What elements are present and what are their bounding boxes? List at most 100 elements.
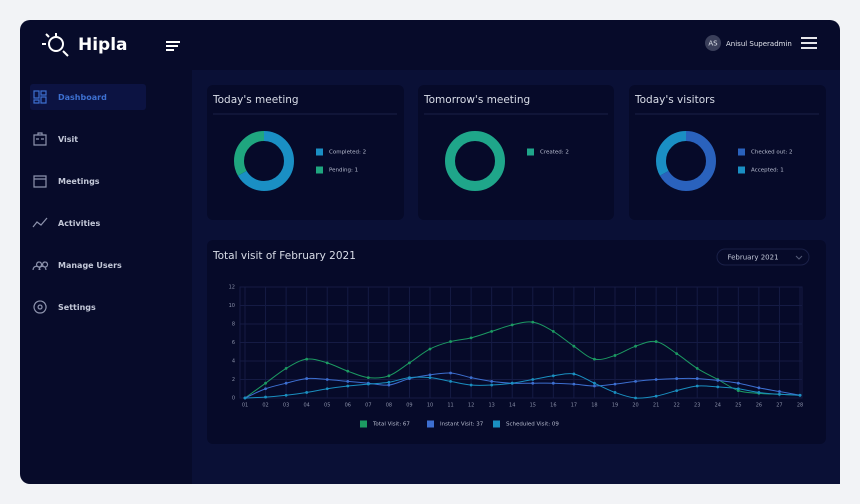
point	[654, 340, 658, 343]
active-nav-bg	[30, 84, 146, 110]
point	[572, 344, 576, 348]
legend-label: Checked out: 2	[751, 150, 792, 156]
nav-item[interactable]: Meetings	[58, 177, 100, 186]
y-tick-label: 12	[229, 285, 235, 291]
point	[243, 396, 247, 400]
donut-segment	[656, 131, 716, 191]
point	[531, 381, 535, 385]
point	[346, 379, 350, 383]
series-line	[244, 372, 801, 399]
nav-item[interactable]: Manage Users	[58, 261, 122, 270]
legend-swatch	[527, 148, 534, 156]
point	[510, 323, 514, 327]
legend-label: Completed: 2	[329, 150, 366, 156]
point	[531, 320, 535, 324]
point	[675, 377, 679, 380]
x-tick-label: 03	[283, 403, 289, 409]
point	[654, 378, 658, 381]
month-dropdown[interactable]	[716, 248, 810, 266]
point	[284, 381, 288, 385]
card-title: Tomorrow's meeting	[423, 94, 530, 106]
series-line	[244, 321, 801, 399]
nav-item[interactable]: Settings	[58, 303, 96, 312]
point	[510, 381, 514, 385]
point	[613, 391, 617, 394]
point	[469, 376, 473, 380]
legend-label: Total Visit: 67	[372, 422, 410, 428]
point	[264, 381, 267, 385]
point	[284, 367, 288, 370]
legend-label: Created: 2	[540, 150, 569, 156]
user-name[interactable]: Anisul Superadmin	[726, 40, 792, 48]
point	[428, 347, 432, 351]
legend-swatch	[738, 166, 745, 174]
point	[551, 330, 555, 333]
x-tick-label: 25	[735, 403, 741, 409]
x-tick-label: 08	[386, 403, 392, 409]
x-tick-label: 04	[303, 403, 309, 409]
point	[408, 376, 411, 380]
legend-swatch	[427, 420, 434, 428]
point	[387, 380, 391, 384]
point	[264, 387, 267, 391]
point	[305, 391, 309, 394]
series-line	[244, 373, 801, 399]
point	[387, 383, 391, 387]
x-tick-label: 11	[447, 403, 453, 409]
nav-icon	[33, 90, 47, 104]
x-tick-label: 15	[530, 403, 536, 409]
point	[613, 382, 617, 386]
point	[634, 344, 637, 348]
point	[736, 381, 740, 385]
nav-icon	[33, 300, 47, 314]
point	[593, 357, 596, 361]
avatar-initials: AS	[708, 40, 718, 48]
point	[305, 357, 309, 361]
logo-icon	[42, 33, 69, 57]
x-tick-label: 27	[776, 403, 782, 409]
point	[490, 383, 494, 387]
point	[346, 369, 350, 373]
legend-label: Instant Visit: 37	[440, 422, 484, 428]
legend-label: Scheduled Visit: 09	[506, 422, 559, 428]
x-tick-label: 14	[509, 403, 515, 409]
nav-item[interactable]: Dashboard	[58, 93, 107, 102]
x-tick-label: 10	[427, 403, 433, 409]
nav-item[interactable]: Activities	[58, 219, 100, 228]
point	[798, 393, 802, 397]
point	[736, 387, 740, 391]
point	[613, 354, 617, 357]
x-tick-label: 06	[345, 403, 351, 409]
legend-swatch	[316, 166, 323, 174]
nav-icon	[33, 132, 47, 146]
legend-swatch	[360, 420, 367, 428]
x-tick-label: 18	[591, 403, 597, 409]
point	[408, 361, 411, 365]
point	[654, 394, 658, 398]
x-tick-label: 13	[488, 403, 494, 409]
point	[572, 372, 576, 376]
point	[449, 371, 452, 375]
point	[593, 381, 596, 385]
card-title: Today's visitors	[634, 94, 715, 106]
hamburger-menu[interactable]	[801, 37, 817, 49]
point	[695, 377, 699, 380]
point	[695, 384, 699, 388]
point	[572, 382, 576, 386]
point	[593, 384, 596, 388]
menu-toggle[interactable]	[166, 41, 180, 51]
y-tick-label: 0	[232, 396, 235, 402]
avatar[interactable]	[705, 35, 721, 51]
point	[551, 381, 555, 385]
donut-segment	[234, 131, 294, 191]
point	[716, 379, 720, 382]
point	[490, 330, 494, 333]
point	[634, 396, 637, 400]
nav-item[interactable]: Visit	[58, 135, 78, 144]
x-tick-label: 01	[242, 403, 248, 409]
dropdown-caret	[795, 255, 803, 260]
x-tick-label: 17	[571, 403, 577, 409]
